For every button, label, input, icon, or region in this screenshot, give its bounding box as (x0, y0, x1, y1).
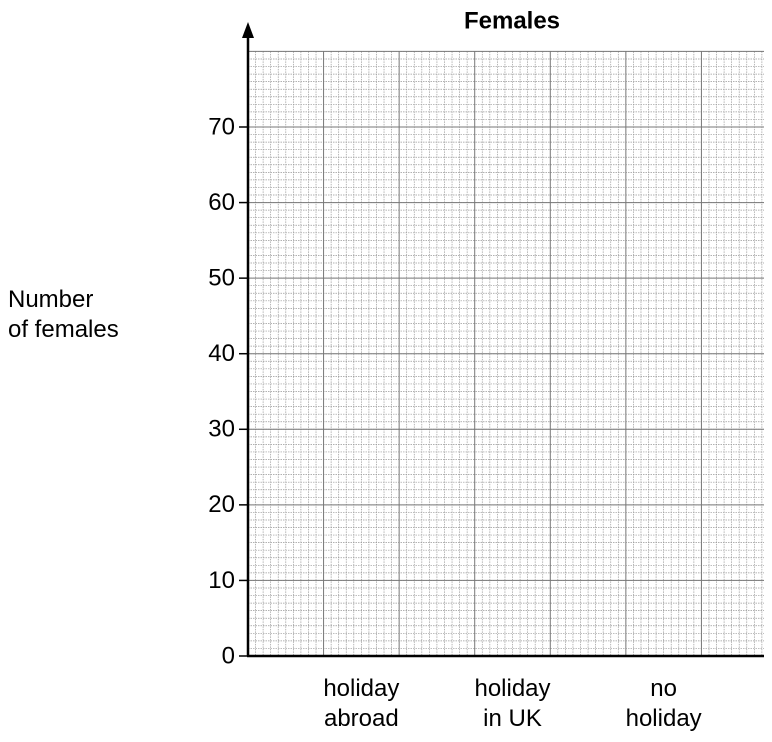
y-tick-label: 20 (208, 491, 235, 518)
y-tick-label: 60 (208, 189, 235, 216)
y-axis-label: Number of females (8, 286, 119, 343)
x-tick-label: holiday abroad (323, 675, 400, 732)
chart-title: Females (464, 7, 560, 34)
y-tick-label: 30 (208, 416, 235, 443)
y-tick-label: 10 (208, 567, 235, 594)
y-tick-label: 50 (208, 264, 235, 291)
x-tick-label: no holiday (625, 675, 702, 732)
x-tick-label: holiday in UK (474, 675, 551, 732)
y-tick-label: 70 (208, 113, 235, 140)
y-tick-label: 40 (208, 340, 235, 367)
y-tick-label: 0 (222, 642, 235, 669)
y-axis-arrow (242, 22, 254, 38)
